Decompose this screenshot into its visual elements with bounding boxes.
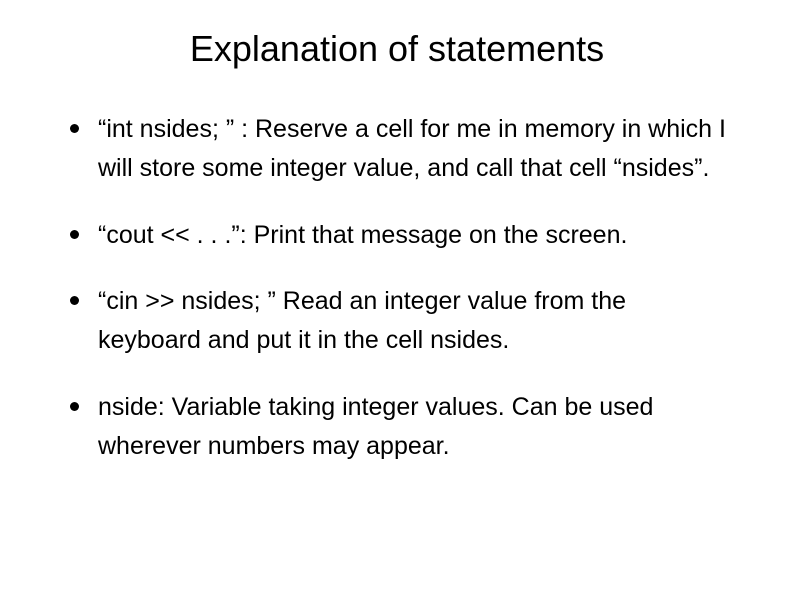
list-item: “cout << . . .”: Print that message on t… bbox=[70, 216, 734, 255]
slide: Explanation of statements “int nsides; ”… bbox=[0, 0, 794, 595]
list-item: “int nsides; ” : Reserve a cell for me i… bbox=[70, 110, 734, 188]
list-item: nside: Variable taking integer values. C… bbox=[70, 388, 734, 466]
bullet-list: “int nsides; ” : Reserve a cell for me i… bbox=[50, 110, 744, 465]
list-item: “cin >> nsides; ” Read an integer value … bbox=[70, 282, 734, 360]
slide-title: Explanation of statements bbox=[50, 28, 744, 70]
